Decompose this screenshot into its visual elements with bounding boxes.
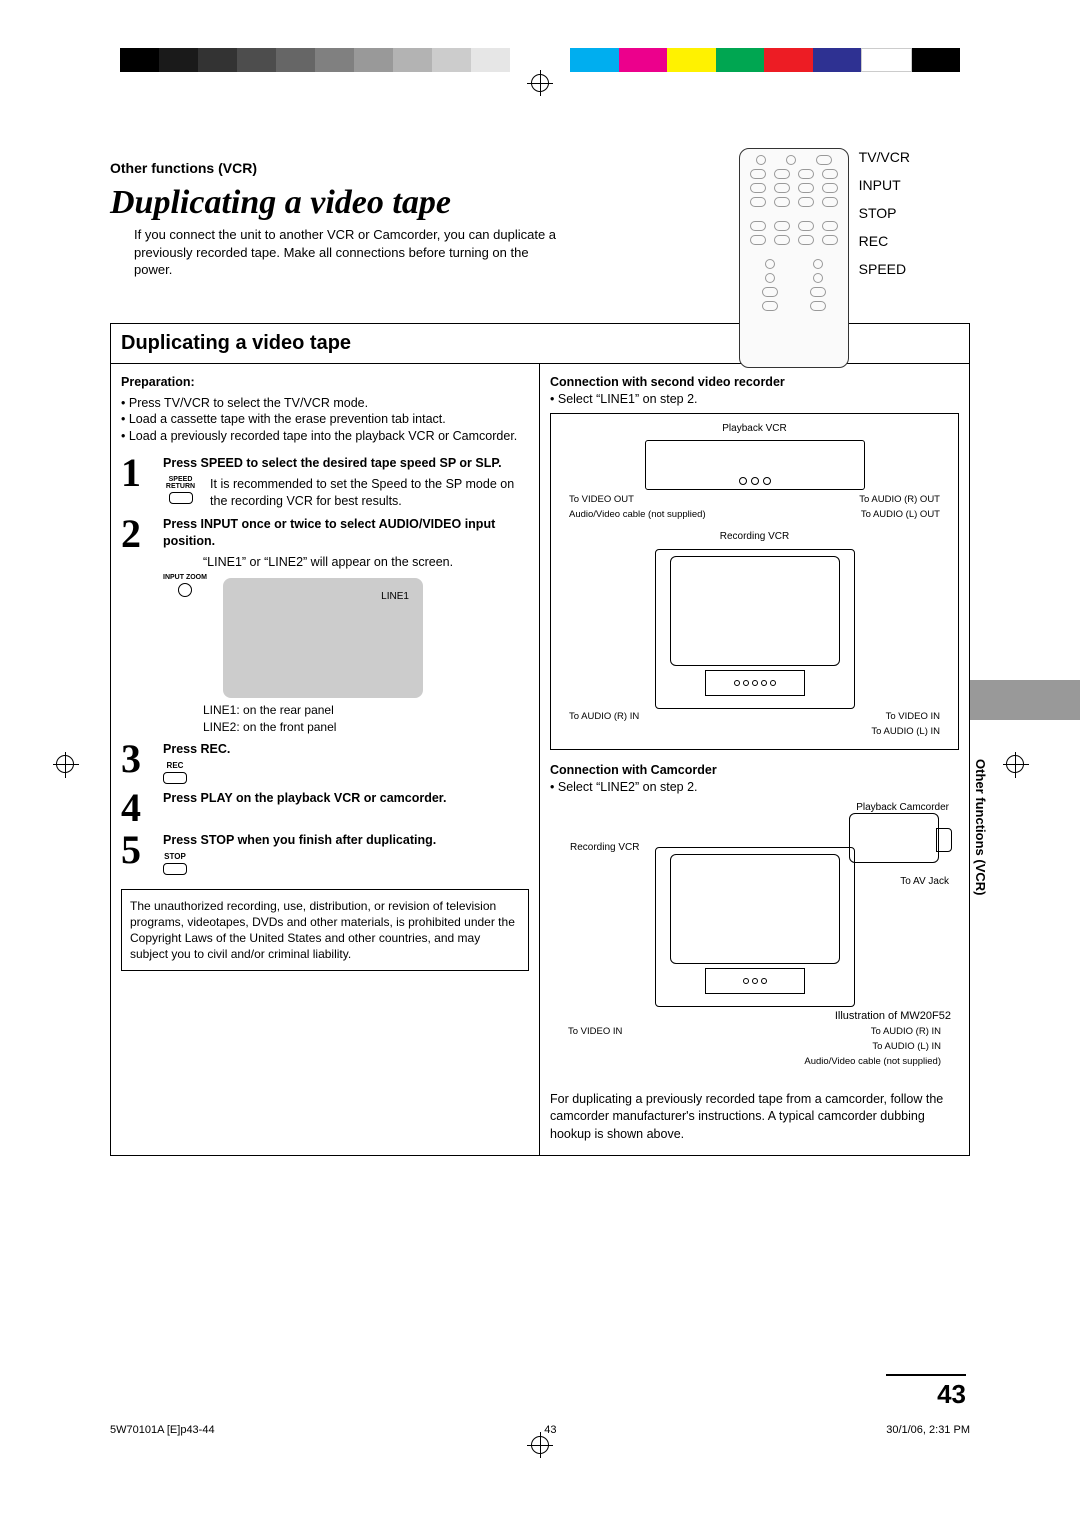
footer-mid: 43 — [544, 1424, 556, 1436]
screen-line1-text: LINE1 — [381, 590, 409, 604]
recording-vcr-label: Recording VCR — [559, 530, 950, 544]
rec-key-icon: REC — [163, 762, 187, 784]
speed-key-icon: SPEED RETURN — [163, 476, 198, 504]
step-number: 5 — [121, 832, 155, 868]
step-1-heading: Press SPEED to select the desired tape s… — [163, 455, 529, 472]
preparation-item: Load a previously recorded tape into the… — [121, 428, 529, 445]
to-video-in-label: To VIDEO IN — [886, 711, 940, 724]
closing-text: For duplicating a previously recorded ta… — [550, 1091, 959, 1144]
preparation-item: Load a cassette tape with the erase prev… — [121, 411, 529, 428]
step-5-heading: Press STOP when you finish after duplica… — [163, 832, 529, 849]
remote-illustration: TV/VCR INPUT STOP REC SPEED — [739, 148, 910, 368]
registration-mark-left — [56, 755, 74, 773]
step-2: 2 Press INPUT once or twice to select AU… — [121, 516, 529, 735]
to-audio-l-out-label: To AUDIO (L) OUT — [861, 509, 940, 522]
print-color-bar — [120, 48, 960, 72]
remote-label: STOP — [859, 206, 910, 220]
to-av-jack-label: To AV Jack — [900, 875, 949, 889]
to-audio-r-in-label-2: To AUDIO (R) IN — [871, 1026, 941, 1039]
step-4: 4 Press PLAY on the playback VCR or camc… — [121, 790, 529, 826]
step-number: 1 — [121, 455, 155, 491]
side-tab: Other functions (VCR) — [973, 759, 988, 896]
vcr-connection-diagram: Playback VCR To VIDEO OUT To AUDIO (R) O… — [550, 413, 959, 749]
line2-note: LINE2: on the front panel — [203, 719, 529, 735]
right-column: Connection with second video recorder • … — [540, 364, 969, 1156]
copyright-disclaimer: The unauthorized recording, use, distrib… — [121, 889, 529, 972]
camcorder-connection-diagram: Playback Camcorder Recording VCR To AV J… — [550, 801, 959, 1078]
step-2-heading: Press INPUT once or twice to select AUDI… — [163, 516, 529, 550]
remote-label: REC — [859, 234, 910, 248]
recording-vcr-label-2: Recording VCR — [570, 841, 639, 855]
line1-note: LINE1: on the rear panel — [203, 702, 529, 718]
remote-label: INPUT — [859, 178, 910, 192]
connection-vcr-title: Connection with second video recorder — [550, 374, 959, 391]
preparation-heading: Preparation: — [121, 374, 529, 391]
step-2-note: “LINE1” or “LINE2” will appear on the sc… — [203, 554, 529, 571]
registration-mark-right — [1006, 755, 1024, 773]
preparation-list: Press TV/VCR to select the TV/VCR mode.L… — [121, 395, 529, 446]
preparation-item: Press TV/VCR to select the TV/VCR mode. — [121, 395, 529, 412]
recording-vcr-icon — [655, 549, 855, 709]
step-5: 5 Press STOP when you finish after dupli… — [121, 832, 529, 875]
intro-text: If you connect the unit to another VCR o… — [134, 226, 564, 279]
input-key-icon: INPUT ZOOM — [163, 574, 207, 702]
instruction-box: Duplicating a video tape Preparation: Pr… — [110, 323, 970, 1157]
step-4-heading: Press PLAY on the playback VCR or camcor… — [163, 790, 529, 807]
step-3: 3 Press REC. REC — [121, 741, 529, 784]
to-audio-l-in-label: To AUDIO (L) IN — [871, 726, 940, 739]
remote-label: SPEED — [859, 262, 910, 276]
step-1-note: It is recommended to set the Speed to th… — [210, 476, 529, 510]
tv-screen-illustration: LINE1 — [223, 578, 423, 698]
step-number: 4 — [121, 790, 155, 826]
registration-mark-top — [531, 74, 549, 92]
registration-mark-bottom — [531, 1436, 549, 1454]
page-number: 43 — [937, 1379, 966, 1410]
playback-vcr-label: Playback VCR — [559, 422, 950, 436]
step-number: 2 — [121, 516, 155, 552]
footer-left: 5W70101A [E]p43-44 — [110, 1424, 215, 1436]
cable-note-label: Audio/Video cable (not supplied) — [569, 509, 706, 522]
step-3-heading: Press REC. — [163, 741, 529, 758]
step-number: 3 — [121, 741, 155, 777]
playback-vcr-icon — [645, 440, 865, 490]
stop-key-icon: STOP — [163, 853, 187, 875]
remote-icon — [739, 148, 849, 368]
left-column: Preparation: Press TV/VCR to select the … — [111, 364, 540, 1156]
camcorder-icon — [849, 813, 939, 863]
to-video-in-label-2: To VIDEO IN — [568, 1026, 622, 1039]
footer: 5W70101A [E]p43-44 43 30/1/06, 2:31 PM — [110, 1424, 970, 1436]
to-audio-r-out-label: To AUDIO (R) OUT — [859, 494, 940, 507]
remote-label: TV/VCR — [859, 150, 910, 164]
recording-vcr-icon-2 — [655, 847, 855, 1007]
connection-camcorder-title: Connection with Camcorder — [550, 762, 959, 779]
connection-camcorder-note: • Select “LINE2” on step 2. — [550, 779, 959, 796]
page-content: Other functions (VCR) Duplicating a vide… — [110, 160, 970, 1408]
to-audio-r-in-label: To AUDIO (R) IN — [569, 711, 639, 724]
illustration-note: Illustration of MW20F52 — [558, 1009, 951, 1024]
step-1: 1 Press SPEED to select the desired tape… — [121, 455, 529, 510]
connection-vcr-note: • Select “LINE1” on step 2. — [550, 391, 959, 408]
to-audio-l-in-label-2: To AUDIO (L) IN — [872, 1041, 941, 1054]
cable-note-label-2: Audio/Video cable (not supplied) — [804, 1056, 941, 1069]
remote-labels: TV/VCR INPUT STOP REC SPEED — [859, 148, 910, 368]
footer-right: 30/1/06, 2:31 PM — [886, 1424, 970, 1436]
to-video-out-label: To VIDEO OUT — [569, 494, 634, 507]
side-tab-bg — [970, 680, 1080, 720]
